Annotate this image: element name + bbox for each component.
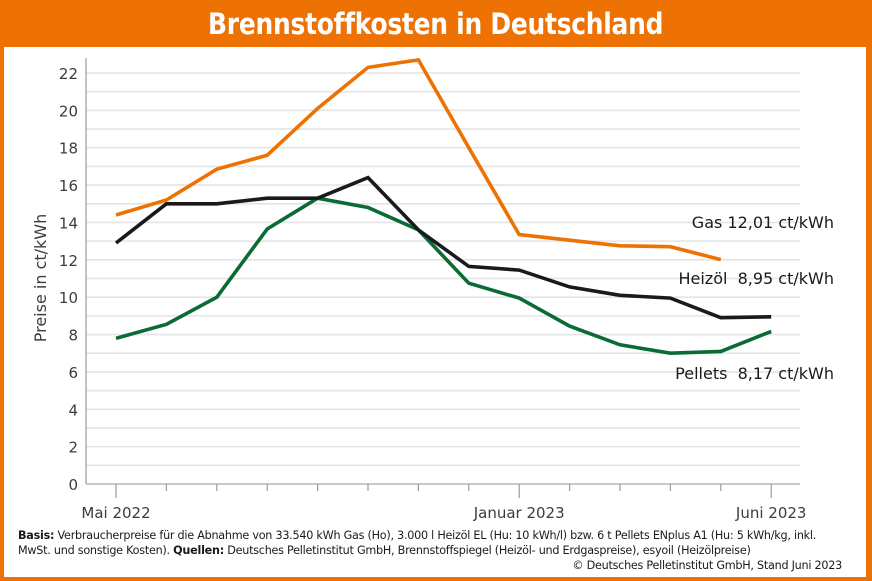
series-label-heizoel: Heizöl 8,95 ct/kWh: [678, 269, 834, 288]
sources-text: Deutsches Pelletinstitut GmbH, Brennstof…: [223, 544, 751, 557]
x-tick-labels: Mai 2022 Januar 2023 Juni 2023: [81, 504, 806, 522]
y-tick-label: 16: [59, 177, 78, 195]
series-label-gas: Gas 12,01 ct/kWh: [692, 213, 834, 232]
x-tick-label: Januar 2023: [473, 504, 565, 522]
y-tick-label: 22: [59, 65, 78, 83]
y-tick-label: 18: [59, 140, 78, 158]
y-tick-label: 4: [68, 401, 78, 419]
sources-label: Quellen:: [173, 544, 224, 557]
series-line-heizoel: [114, 175, 772, 320]
y-tick-label: 8: [68, 327, 78, 345]
series-labels: Gas 12,01 ct/kWh Heizöl 8,95 ct/kWh Pellet…: [675, 213, 834, 383]
title-bar: Brennstoffkosten in Deutschland: [0, 0, 872, 47]
y-tick-label: 10: [59, 289, 78, 307]
y-tick-label: 6: [68, 364, 78, 382]
series-line-pellets: [115, 196, 772, 356]
x-tick-label: Juni 2023: [735, 504, 807, 522]
y-tick-labels: 0 2 4 6 8 10 12 14 16 18 20 22: [59, 65, 78, 494]
series-lines: [114, 57, 772, 356]
y-axis-title: Preise in ct/kWh: [31, 214, 50, 343]
copyright: © Deutsches Pelletinstitut GmbH, Stand J…: [572, 559, 842, 572]
axes: [85, 58, 800, 498]
x-tick-label: Mai 2022: [81, 504, 150, 522]
y-tick-label: 0: [68, 476, 78, 494]
y-tick-label: 14: [59, 214, 78, 232]
grid-lines: [86, 72, 800, 467]
series-label-pellets: Pellets 8,17 ct/kWh: [675, 364, 834, 383]
y-tick-label: 2: [68, 439, 78, 457]
chart-title: Brennstoffkosten in Deutschland: [208, 6, 664, 41]
y-tick-label: 12: [59, 252, 78, 270]
footnote: Basis: Verbraucherpreise für die Abnahme…: [18, 528, 842, 573]
y-tick-label: 20: [59, 102, 78, 120]
basis-label: Basis:: [18, 529, 55, 542]
basis-text: Verbraucherpreise für die Abnahme von 33…: [18, 529, 817, 557]
